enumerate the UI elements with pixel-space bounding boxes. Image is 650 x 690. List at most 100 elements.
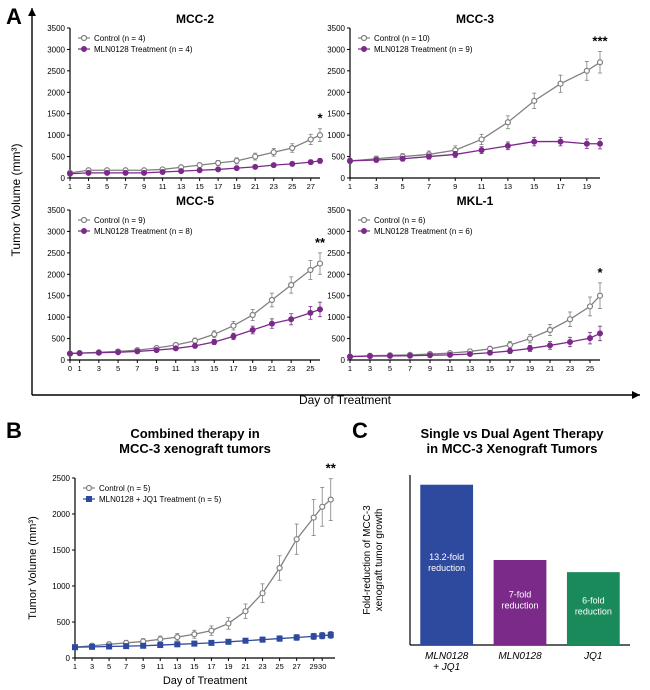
svg-text:3: 3 [374,182,378,191]
svg-text:2000: 2000 [327,270,345,279]
svg-text:Day of Treatment: Day of Treatment [163,675,247,687]
svg-text:**: ** [315,235,326,250]
svg-text:7: 7 [123,182,127,191]
svg-text:3000: 3000 [47,227,65,236]
svg-text:Combined therapy in: Combined therapy in [130,426,259,441]
svg-text:MLN0128 Treatment (n = 4): MLN0128 Treatment (n = 4) [94,45,193,54]
svg-text:3500: 3500 [47,206,65,215]
svg-text:5: 5 [401,182,405,191]
svg-text:MLN0128: MLN0128 [498,651,542,662]
svg-text:2500: 2500 [327,67,345,76]
svg-text:3: 3 [368,364,372,373]
svg-text:MLN0128 + JQ1 Treatment (n = 5: MLN0128 + JQ1 Treatment (n = 5) [99,495,222,504]
svg-text:25: 25 [275,662,283,671]
svg-text:13: 13 [177,182,185,191]
svg-text:27: 27 [307,182,315,191]
svg-text:Control (n = 5): Control (n = 5) [99,484,151,493]
svg-text:Tumor Volume (mm³): Tumor Volume (mm³) [27,516,39,620]
svg-text:17: 17 [229,364,237,373]
svg-text:MLN0128: MLN0128 [425,651,469,662]
svg-text:MCC-3: MCC-3 [456,12,494,26]
svg-text:19: 19 [249,364,257,373]
svg-text:2500: 2500 [47,249,65,258]
svg-text:7: 7 [135,364,139,373]
svg-text:2000: 2000 [52,510,70,519]
svg-text:in MCC-3 Xenograft Tumors: in MCC-3 Xenograft Tumors [427,441,598,456]
svg-text:19: 19 [232,182,240,191]
svg-text:3500: 3500 [327,206,345,215]
svg-text:11: 11 [446,364,454,373]
svg-text:9: 9 [428,364,432,373]
svg-text:19: 19 [224,662,232,671]
svg-text:21: 21 [251,182,259,191]
svg-text:2000: 2000 [47,88,65,97]
svg-text:11: 11 [478,182,486,191]
svg-text:3500: 3500 [47,24,65,33]
svg-text:0: 0 [341,174,346,183]
svg-text:1500: 1500 [327,292,345,301]
svg-text:13: 13 [191,364,199,373]
svg-text:1: 1 [348,182,352,191]
svg-text:+ JQ1: + JQ1 [433,662,460,673]
svg-text:Control (n = 10): Control (n = 10) [374,34,430,43]
svg-text:9: 9 [154,364,158,373]
svg-text:3000: 3000 [47,45,65,54]
svg-text:1000: 1000 [327,131,345,140]
svg-text:17: 17 [207,662,215,671]
svg-text:23: 23 [287,364,295,373]
svg-text:0: 0 [61,174,66,183]
svg-text:15: 15 [530,182,538,191]
svg-text:25: 25 [288,182,296,191]
svg-text:1: 1 [78,364,82,373]
svg-text:11: 11 [172,364,180,373]
svg-text:17: 17 [556,182,564,191]
svg-text:1500: 1500 [47,110,65,119]
svg-text:23: 23 [270,182,278,191]
svg-text:500: 500 [57,618,71,627]
svg-text:21: 21 [546,364,554,373]
svg-text:**: ** [326,461,337,476]
svg-text:***: *** [592,34,608,49]
svg-text:5: 5 [116,364,120,373]
svg-text:*: * [317,111,323,126]
svg-text:reduction: reduction [501,601,538,611]
svg-text:0: 0 [68,364,72,373]
svg-text:1000: 1000 [327,313,345,322]
svg-text:500: 500 [332,335,346,344]
svg-text:2000: 2000 [327,88,345,97]
svg-text:Control (n = 4): Control (n = 4) [94,34,146,43]
svg-text:21: 21 [241,662,249,671]
svg-text:30: 30 [318,662,326,671]
svg-text:1: 1 [73,662,77,671]
svg-text:13: 13 [466,364,474,373]
svg-text:Control (n = 6): Control (n = 6) [374,216,426,225]
svg-text:500: 500 [332,153,346,162]
svg-text:JQ1: JQ1 [583,651,602,662]
svg-text:19: 19 [526,364,534,373]
svg-text:2500: 2500 [47,67,65,76]
svg-text:MLN0128 Treatment (n = 8): MLN0128 Treatment (n = 8) [94,227,193,236]
svg-text:29: 29 [310,662,318,671]
svg-text:Fold-reduction of MCC-3: Fold-reduction of MCC-3 [362,505,373,615]
svg-text:MCC-5: MCC-5 [176,194,214,208]
svg-text:0: 0 [341,356,346,365]
svg-text:2500: 2500 [327,249,345,258]
svg-text:Control (n = 9): Control (n = 9) [94,216,146,225]
svg-text:5: 5 [388,364,392,373]
svg-text:9: 9 [142,182,146,191]
svg-text:3000: 3000 [327,227,345,236]
svg-text:13: 13 [504,182,512,191]
svg-text:15: 15 [210,364,218,373]
svg-text:5: 5 [105,182,109,191]
svg-text:MLN0128 Treatment (n = 6): MLN0128 Treatment (n = 6) [374,227,473,236]
svg-text:2000: 2000 [47,270,65,279]
svg-text:reduction: reduction [428,563,465,573]
svg-text:7-fold: 7-fold [509,590,532,600]
svg-text:9: 9 [453,182,457,191]
svg-text:3: 3 [97,364,101,373]
svg-text:11: 11 [156,662,164,671]
panel-b-svg: Combined therapy inMCC-3 xenograft tumor… [20,420,360,690]
svg-text:1000: 1000 [47,131,65,140]
svg-text:27: 27 [292,662,300,671]
svg-text:15: 15 [486,364,494,373]
